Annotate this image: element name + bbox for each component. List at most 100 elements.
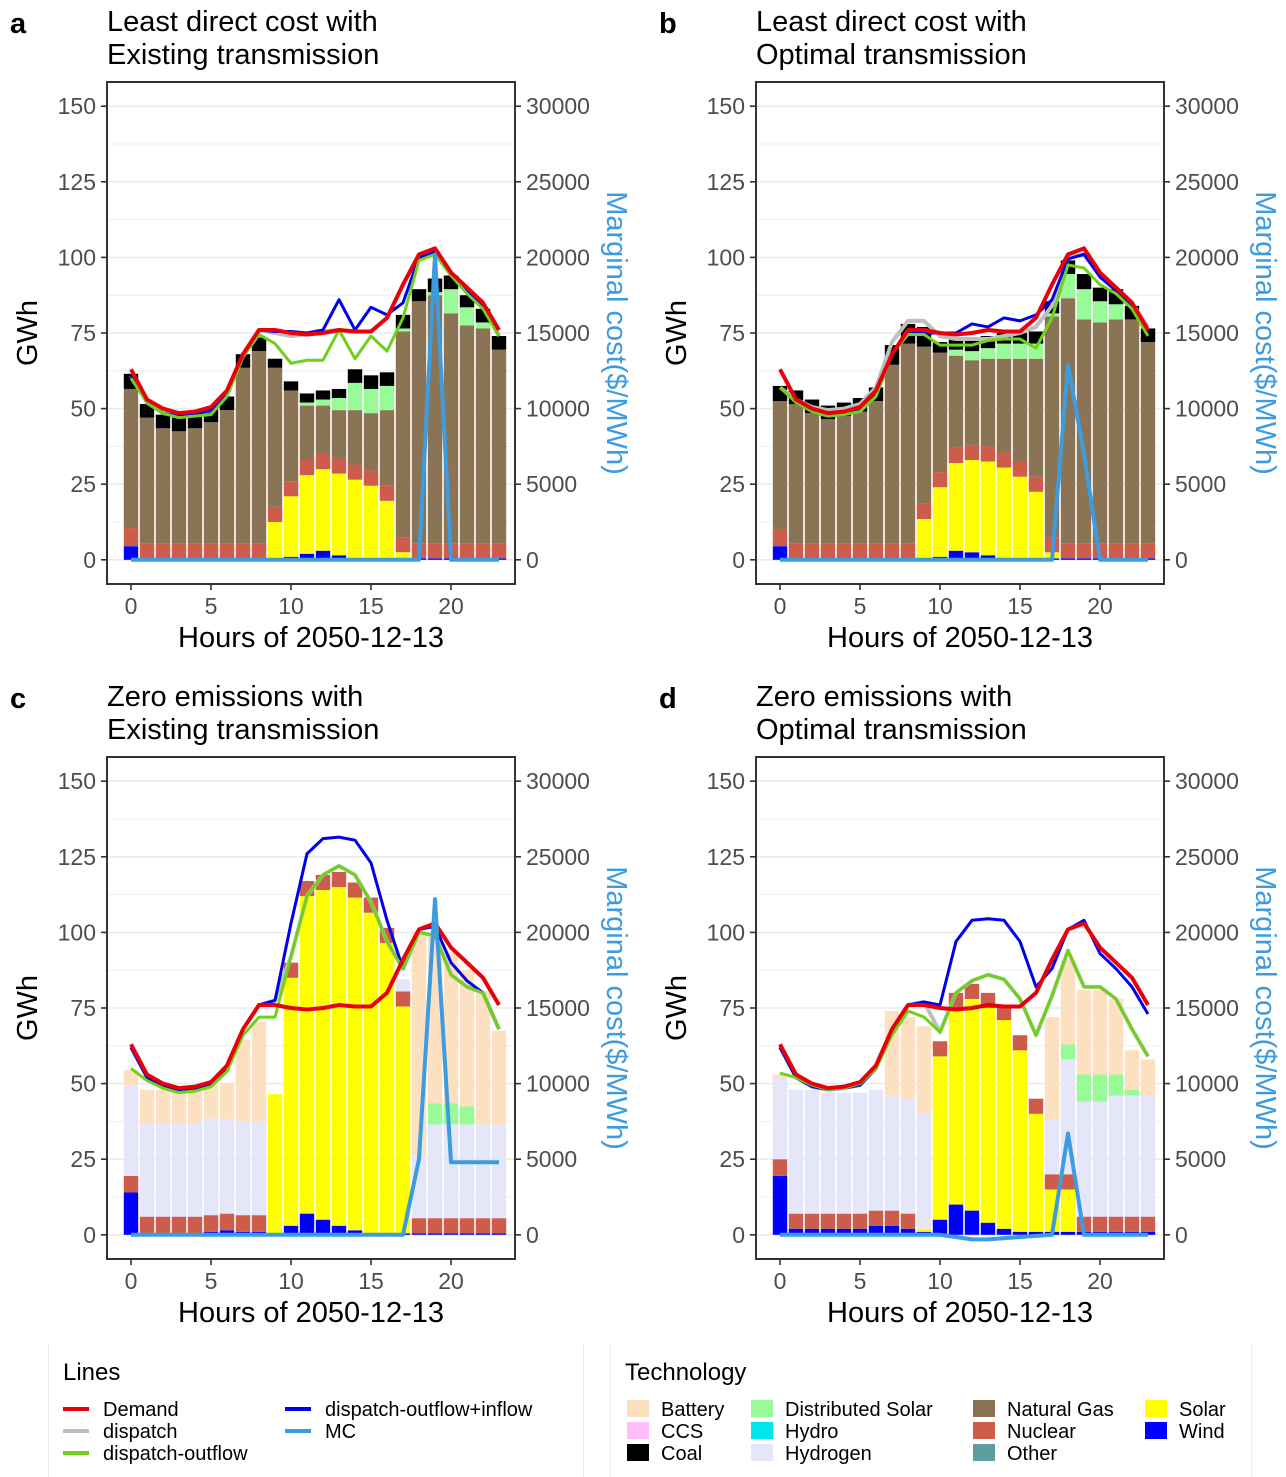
- bar-solar: [964, 460, 980, 553]
- bar-wind: [427, 558, 443, 560]
- x-tick-label: 0: [125, 593, 138, 619]
- bar-nuclear: [363, 470, 379, 486]
- y2-tick-label: 0: [526, 1222, 539, 1248]
- bar-coal: [155, 414, 171, 429]
- bar-natural-gas: [1028, 358, 1044, 477]
- y-tick-label: 100: [58, 919, 96, 945]
- bar-battery: [443, 952, 459, 1104]
- legend-key-ccs: [627, 1422, 649, 1440]
- bar-wind: [1012, 1231, 1028, 1235]
- bar-wind: [299, 553, 315, 560]
- bar-wind: [852, 1228, 868, 1235]
- bar-solar: [996, 1020, 1012, 1229]
- bar-nuclear: [1124, 543, 1140, 559]
- bar-nuclear: [251, 1215, 267, 1232]
- bar-wind: [331, 555, 347, 560]
- legend-label: Nuclear: [1007, 1421, 1076, 1443]
- bar-solar: [395, 552, 411, 559]
- bar-natural-gas: [820, 419, 836, 544]
- line-demand: [129, 246, 501, 416]
- bar-wind: [884, 1225, 900, 1235]
- bar-coal: [1076, 274, 1092, 290]
- y-tick-label: 100: [58, 244, 96, 270]
- bar-distributed-solar: [363, 388, 379, 414]
- line-mc: [131, 897, 499, 1237]
- bar-hydrogen: [836, 1092, 852, 1214]
- bar-coal: [331, 388, 347, 399]
- y2-tick-label: 25000: [526, 844, 590, 870]
- bar-natural-gas: [884, 364, 900, 544]
- bar-hydrogen: [427, 1124, 443, 1219]
- bar-natural-gas: [804, 413, 820, 544]
- bar-nuclear: [491, 543, 507, 559]
- y2-tick-label: 15000: [1175, 320, 1239, 346]
- x-tick-label: 20: [1087, 1268, 1113, 1294]
- bar-solar: [299, 475, 315, 554]
- bar-hydrogen: [443, 1124, 459, 1219]
- bar-nuclear: [868, 1210, 884, 1226]
- bar-wind: [836, 1228, 852, 1235]
- bar-nuclear: [459, 543, 475, 559]
- bar-wind: [900, 1228, 916, 1235]
- bar-wind: [804, 1228, 820, 1235]
- bar-nuclear: [1060, 543, 1076, 559]
- bar-natural-gas: [836, 416, 852, 544]
- chart-title-line: Zero emissions with: [107, 681, 363, 713]
- bar-wind: [491, 1233, 507, 1235]
- y2-tick-label: 0: [526, 547, 539, 573]
- panel-letter: b: [659, 8, 677, 40]
- bar-coal: [491, 336, 507, 350]
- y-tick-label: 75: [719, 995, 745, 1021]
- bar-wind: [788, 1228, 804, 1235]
- legend-item-coal: Coal: [627, 1443, 702, 1466]
- bar-battery: [251, 1021, 267, 1122]
- bar-nuclear: [123, 1175, 139, 1193]
- bar-natural-gas: [347, 410, 363, 465]
- legend-key-distributed-solar: [751, 1400, 773, 1418]
- bar-nuclear: [772, 529, 788, 547]
- bar-hydrogen: [788, 1089, 804, 1214]
- bar-distributed-solar: [1092, 1074, 1108, 1102]
- bar-distributed-solar: [1092, 301, 1108, 323]
- bar-wind: [772, 1175, 788, 1235]
- bar-nuclear: [475, 543, 491, 559]
- legend-key-dispatch-outflow-inflow: [285, 1406, 311, 1411]
- bar-nuclear: [804, 1213, 820, 1229]
- y2-tick-label: 5000: [1175, 1146, 1226, 1172]
- bar-nuclear: [395, 991, 411, 1007]
- legend-label: Distributed Solar: [785, 1399, 933, 1421]
- legend-label: Demand: [103, 1399, 179, 1421]
- bar-nuclear: [788, 1213, 804, 1229]
- bar-hydrogen: [1124, 1095, 1140, 1217]
- line-mc: [131, 252, 499, 562]
- bars: [123, 871, 507, 1235]
- bar-natural-gas: [251, 351, 267, 544]
- chart-title-line: Optimal transmission: [756, 714, 1027, 746]
- bar-battery: [1124, 1050, 1140, 1090]
- bar-nuclear: [155, 543, 171, 559]
- chart-title-line: Existing transmission: [107, 714, 379, 746]
- bar-solar: [283, 977, 299, 1226]
- legend-item-solar: Solar: [1145, 1399, 1226, 1422]
- bar-nuclear: [1076, 543, 1092, 559]
- bar-hydrogen: [123, 1085, 139, 1176]
- bar-nuclear: [203, 543, 219, 559]
- bar-coal: [299, 393, 315, 403]
- bar-nuclear: [379, 485, 395, 501]
- bar-nuclear: [267, 506, 283, 523]
- bar-distributed-solar: [948, 349, 964, 356]
- x-tick-label: 5: [205, 593, 218, 619]
- bar-nuclear: [411, 1218, 427, 1234]
- legend-label: Hydrogen: [785, 1443, 872, 1465]
- bar-natural-gas: [788, 404, 804, 544]
- bar-nuclear: [996, 1004, 1012, 1021]
- bar-nuclear: [347, 464, 363, 480]
- chart-title-line: Zero emissions with: [756, 681, 1012, 713]
- legend-item-demand: Demand: [63, 1399, 179, 1422]
- y2-tick-label: 30000: [526, 93, 590, 119]
- bar-nuclear: [1028, 1098, 1044, 1114]
- bar-nuclear: [1124, 1216, 1140, 1232]
- bar-solar: [267, 522, 283, 559]
